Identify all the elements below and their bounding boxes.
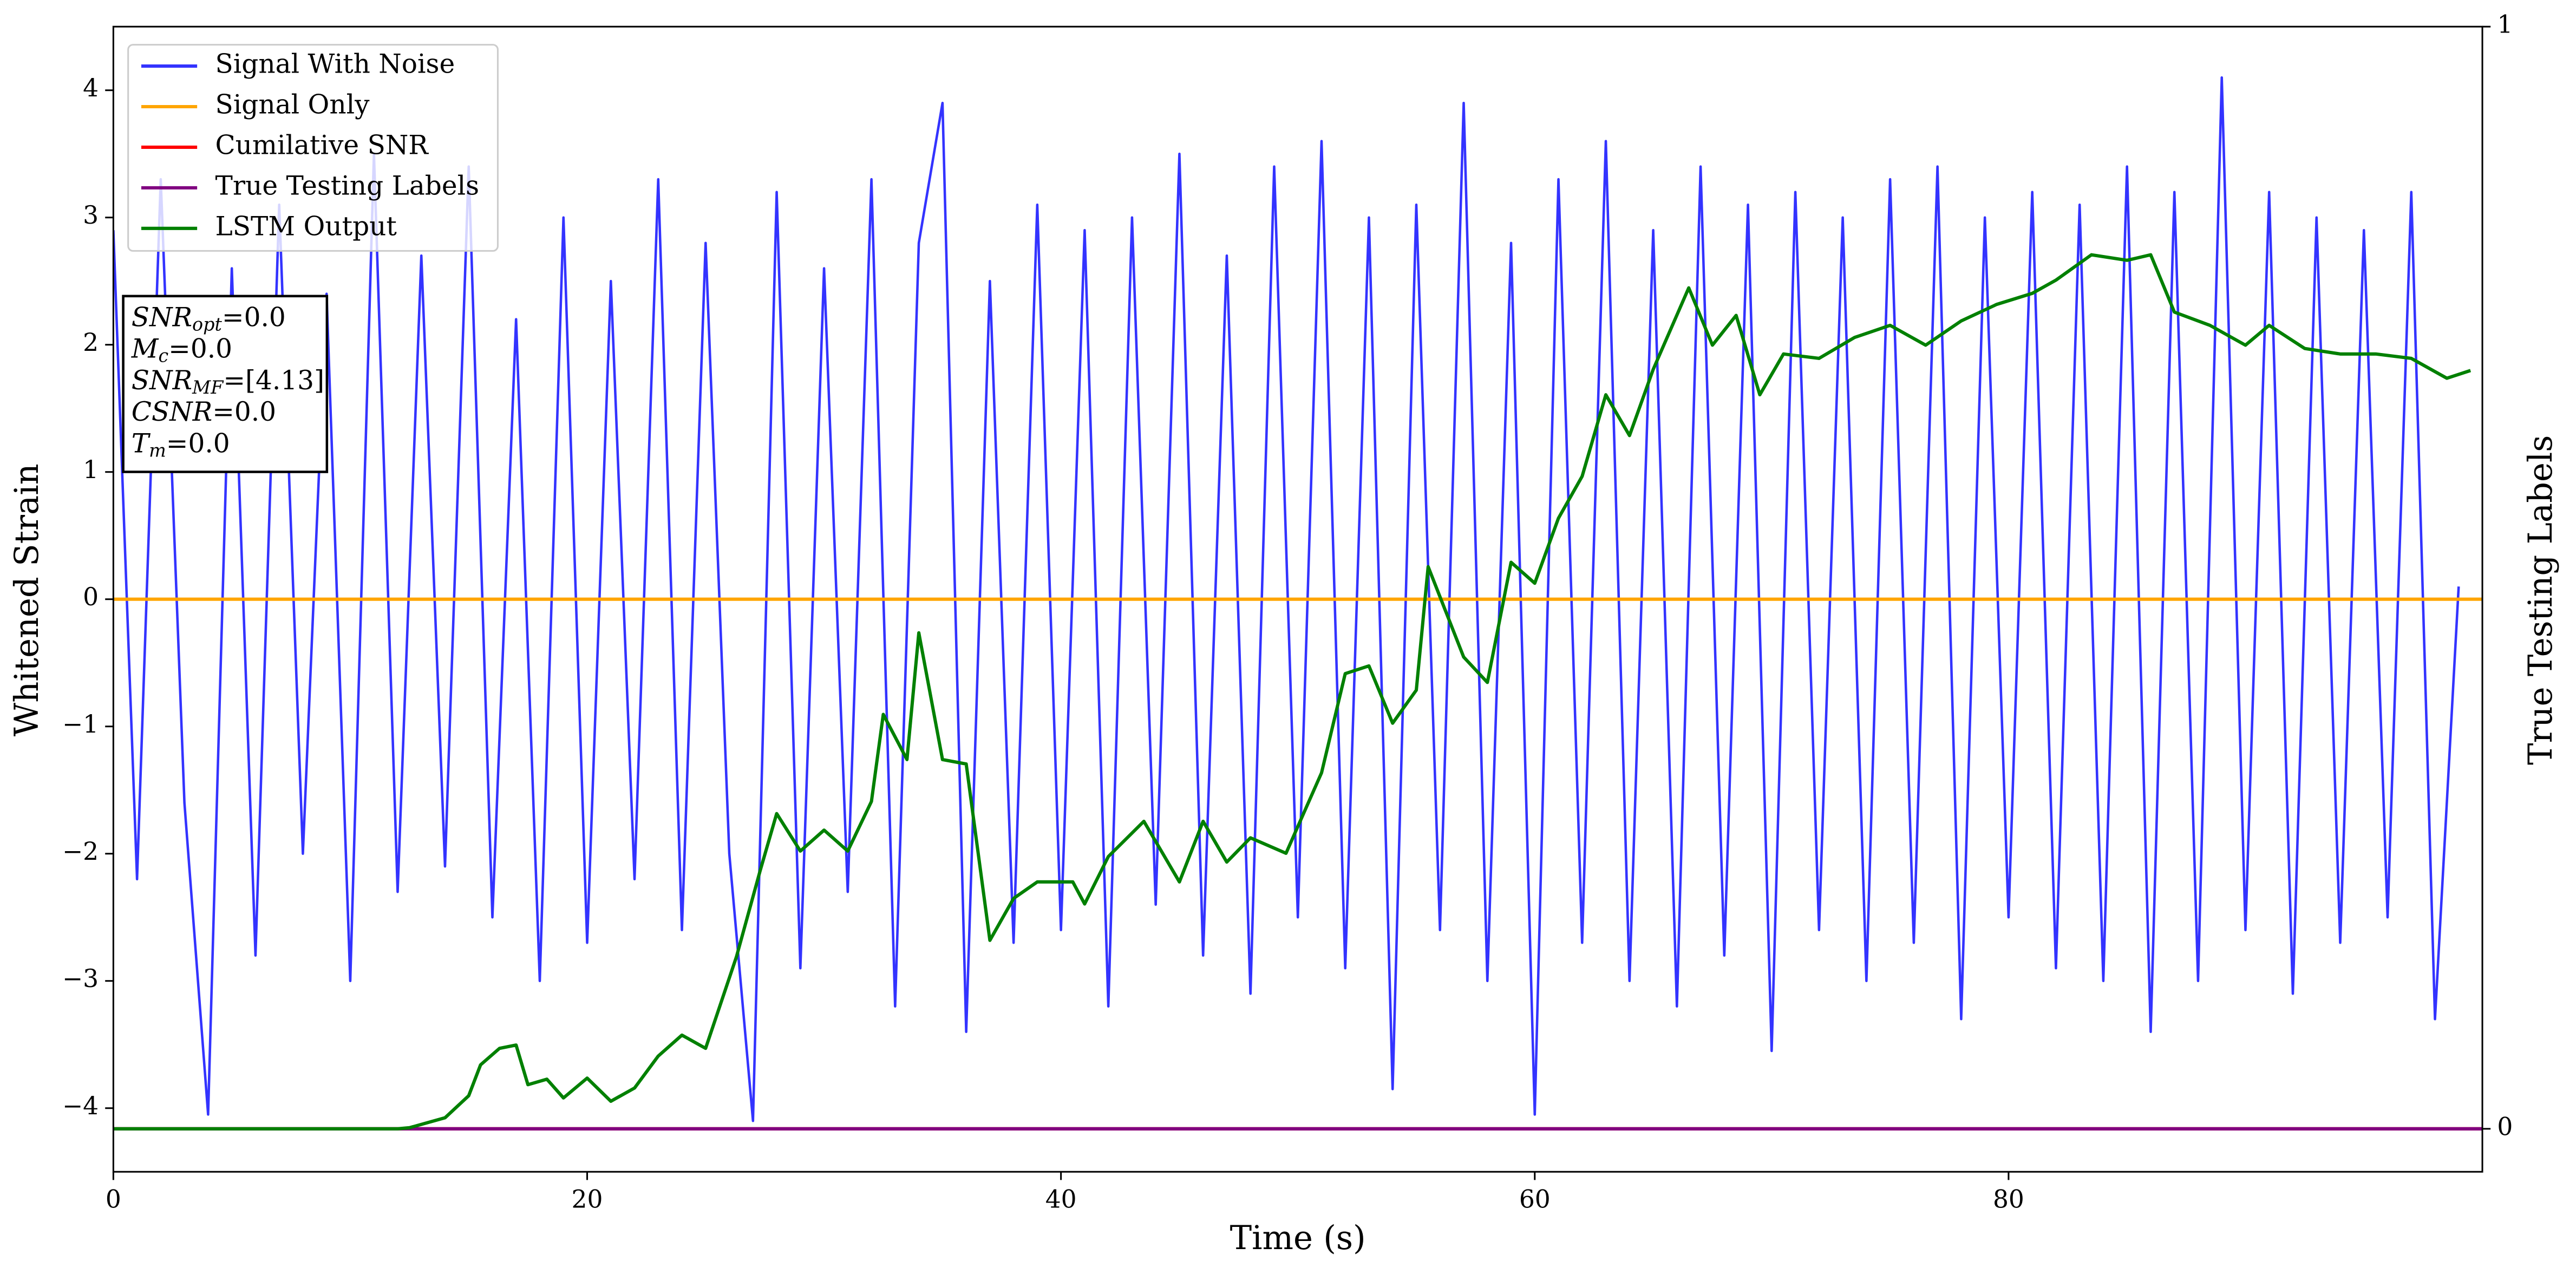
annotation-symbol: T xyxy=(132,428,151,459)
annotation: SNRopt=0.0 xyxy=(132,302,286,335)
annotation-value: =0.0 xyxy=(168,334,232,364)
annotation-symbol: CSNR xyxy=(132,397,212,427)
x-axis-label: Time (s) xyxy=(1230,1219,1366,1257)
annotation: Mc=0.0 xyxy=(131,334,232,367)
x-tick-label: 0 xyxy=(106,1185,121,1213)
annotation-value: =[4.13] xyxy=(223,365,324,395)
legend-label: Signal Only xyxy=(215,89,370,120)
y-tick-label: 2 xyxy=(83,328,99,357)
y-tick-label: −3 xyxy=(62,964,99,993)
annotation-value: =0.0 xyxy=(212,397,276,427)
legend-box xyxy=(127,44,499,252)
annotation-sub: c xyxy=(158,345,168,367)
x-tick-label: 20 xyxy=(572,1185,603,1213)
y-tick-label: 1 xyxy=(83,455,99,484)
annotation-box xyxy=(122,295,329,473)
y2-tick-label: 0 xyxy=(2497,1112,2513,1141)
legend-label: Signal With Noise xyxy=(215,49,455,80)
annotation-symbol: SNR xyxy=(132,365,192,395)
y-axis-label: Whitened Strain xyxy=(8,463,46,736)
annotation-symbol: SNR xyxy=(132,302,192,332)
series-line xyxy=(113,76,2460,1122)
annotation: SNRMF=[4.13] xyxy=(132,365,324,398)
y-tick-label: −1 xyxy=(62,710,99,739)
annotation: CSNR=0.0 xyxy=(132,397,276,427)
annotation-sub: MF xyxy=(192,377,224,398)
legend-label: Cumilative SNR xyxy=(215,130,429,160)
annotation-value: =0.0 xyxy=(166,428,230,459)
annotation: Tm=0.0 xyxy=(132,428,230,461)
y-tick-label: 0 xyxy=(83,583,99,611)
series-line xyxy=(113,253,2472,1131)
x-tick-label: 40 xyxy=(1045,1185,1077,1213)
y-tick-label: −4 xyxy=(62,1092,99,1120)
y2-tick-label: 1 xyxy=(2497,10,2513,39)
y-tick-label: 4 xyxy=(83,74,99,102)
y-tick-label: −2 xyxy=(62,837,99,866)
legend-label: True Testing Labels xyxy=(215,171,480,201)
x-tick-label: 60 xyxy=(1519,1185,1551,1213)
annotation-symbol: M xyxy=(131,334,159,364)
annotation-value: =0.0 xyxy=(222,302,286,332)
y2-axis-label: True Testing Labels xyxy=(2522,435,2560,765)
legend-label: LSTM Output xyxy=(215,211,397,241)
annotation-sub: m xyxy=(149,440,166,461)
y-tick-label: 3 xyxy=(83,201,99,230)
annotation-sub: opt xyxy=(192,313,222,335)
x-tick-label: 80 xyxy=(1993,1185,2024,1213)
